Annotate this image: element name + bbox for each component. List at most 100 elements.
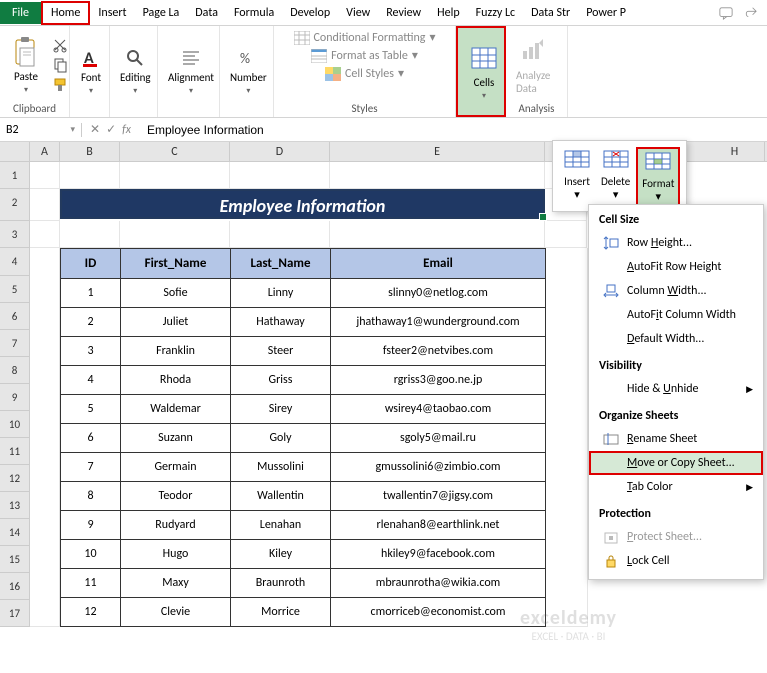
table-header[interactable]: First_Name [121,249,231,279]
tab-view[interactable]: View [338,2,378,24]
table-cell[interactable]: 10 [61,540,121,569]
table-cell[interactable]: Wallentin [231,482,331,511]
menu-lock-cell[interactable]: Lock Cell [589,549,763,573]
row-header[interactable]: 6 [0,303,30,330]
table-cell[interactable]: Waldemar [121,395,231,424]
alignment-button[interactable]: Alignment ▾ [164,45,218,98]
row-header[interactable]: 2 [0,189,30,221]
table-cell[interactable]: 5 [61,395,121,424]
table-cell[interactable]: 6 [61,424,121,453]
cancel-icon[interactable]: ✕ [90,122,100,137]
cell[interactable] [330,221,545,248]
tab-fuzzy[interactable]: Fuzzy Lc [468,2,523,24]
comments-icon[interactable] [719,6,733,20]
table-cell[interactable]: twallentin7@jigsy.com [331,482,546,511]
menu-autofit-col[interactable]: AutoFit Column Width [589,303,763,327]
table-cell[interactable]: Braunroth [231,568,331,597]
table-cell[interactable]: gmussolini6@zimbio.com [331,453,546,482]
table-cell[interactable]: Hathaway [231,308,331,337]
table-cell[interactable]: jhathaway1@wunderground.com [331,308,546,337]
col-header-h[interactable]: H [705,142,765,161]
tab-formulas[interactable]: Formula [226,2,282,24]
menu-autofit-row[interactable]: AutoFit Row Height [589,255,763,279]
tab-data[interactable]: Data [187,2,226,24]
tab-powerp[interactable]: Power P [578,2,634,24]
select-all-corner[interactable] [0,142,30,161]
delete-cells-button[interactable]: Delete▾ [597,147,634,207]
insert-cells-button[interactable]: Insert▾ [559,147,595,207]
tab-review[interactable]: Review [378,2,429,24]
table-cell[interactable]: Teodor [121,482,231,511]
row-header[interactable]: 12 [0,465,30,492]
row-header[interactable]: 13 [0,492,30,519]
menu-default-width[interactable]: Default Width... [589,327,763,351]
table-cell[interactable]: Kiley [231,540,331,569]
table-cell[interactable]: Hugo [121,540,231,569]
table-row[interactable]: 9RudyardLenahanrlenahan8@earthlink.net [61,511,546,540]
table-header[interactable]: ID [61,249,121,279]
table-cell[interactable]: mbraunrotha@wikia.com [331,568,546,597]
table-cell[interactable]: rgriss3@goo.ne.jp [331,366,546,395]
analyze-data-button[interactable]: Analyze Data [512,33,554,97]
table-header[interactable]: Email [331,249,546,279]
table-row[interactable]: 4RhodaGrissrgriss3@goo.ne.jp [61,366,546,395]
table-cell[interactable]: Rhoda [121,366,231,395]
table-row[interactable]: 11MaxyBraunrothmbraunrotha@wikia.com [61,568,546,597]
row-header[interactable]: 7 [0,330,30,357]
menu-protect-sheet[interactable]: Protect Sheet... [589,525,763,549]
menu-tab-color[interactable]: Tab Color ▶ [589,475,763,499]
table-cell[interactable]: 9 [61,511,121,540]
row-header[interactable]: 10 [0,411,30,438]
table-cell[interactable]: Rudyard [121,511,231,540]
table-cell[interactable]: Steer [231,337,331,366]
cell[interactable] [120,221,230,248]
tab-datastr[interactable]: Data Str [523,2,578,24]
cell[interactable] [30,221,60,248]
table-row[interactable]: 3FranklinSteerfsteer2@netvibes.com [61,337,546,366]
tab-help[interactable]: Help [429,2,468,24]
table-cell[interactable]: rlenahan8@earthlink.net [331,511,546,540]
table-cell[interactable]: Clevie [121,597,231,626]
table-cell[interactable]: Griss [231,366,331,395]
fx-icon[interactable]: fx [122,123,131,137]
tab-insert[interactable]: Insert [90,2,134,24]
table-cell[interactable]: cmorriceb@economist.com [331,597,546,626]
cell[interactable] [230,221,330,248]
table-cell[interactable]: slinny0@netlog.com [331,279,546,308]
menu-rename-sheet[interactable]: Rename Sheet [589,427,763,451]
table-cell[interactable]: fsteer2@netvibes.com [331,337,546,366]
editing-button[interactable]: Editing ▾ [116,45,155,98]
table-cell[interactable]: 8 [61,482,121,511]
cut-icon[interactable] [52,37,68,53]
menu-row-height[interactable]: Row Height... [589,231,763,255]
cell[interactable] [545,221,587,248]
menu-move-copy-sheet[interactable]: Move or Copy Sheet... [589,451,763,475]
row-header[interactable]: 17 [0,600,30,627]
row-header[interactable]: 1 [0,162,30,189]
row-header[interactable]: 9 [0,384,30,411]
formula-input[interactable] [139,123,767,137]
table-row[interactable]: 5WaldemarSireywsirey4@taobao.com [61,395,546,424]
table-cell[interactable]: sgoly5@mail.ru [331,424,546,453]
row-header[interactable]: 15 [0,546,30,573]
table-row[interactable]: 2JulietHathawayjhathaway1@wunderground.c… [61,308,546,337]
table-cell[interactable]: 4 [61,366,121,395]
table-cell[interactable]: 2 [61,308,121,337]
table-cell[interactable]: Juliet [121,308,231,337]
table-cell[interactable]: Morrice [231,597,331,626]
table-row[interactable]: 12ClevieMorricecmorriceb@economist.com [61,597,546,626]
tab-developer[interactable]: Develop [282,2,338,24]
table-cell[interactable]: Mussolini [231,453,331,482]
number-button[interactable]: % Number ▾ [226,45,271,98]
font-button[interactable]: A Font ▾ [76,45,106,98]
col-header-a[interactable]: A [30,142,60,161]
name-box[interactable]: B2▾ [0,123,82,137]
title-cell[interactable]: Employee Information [60,189,545,219]
row-header[interactable]: 4 [0,248,30,276]
tab-page-layout[interactable]: Page La [135,2,188,24]
row-header[interactable]: 5 [0,276,30,303]
cell[interactable] [60,221,120,248]
paste-button[interactable]: Paste ▾ [6,34,46,97]
table-cell[interactable]: 11 [61,568,121,597]
table-cell[interactable]: Lenahan [231,511,331,540]
